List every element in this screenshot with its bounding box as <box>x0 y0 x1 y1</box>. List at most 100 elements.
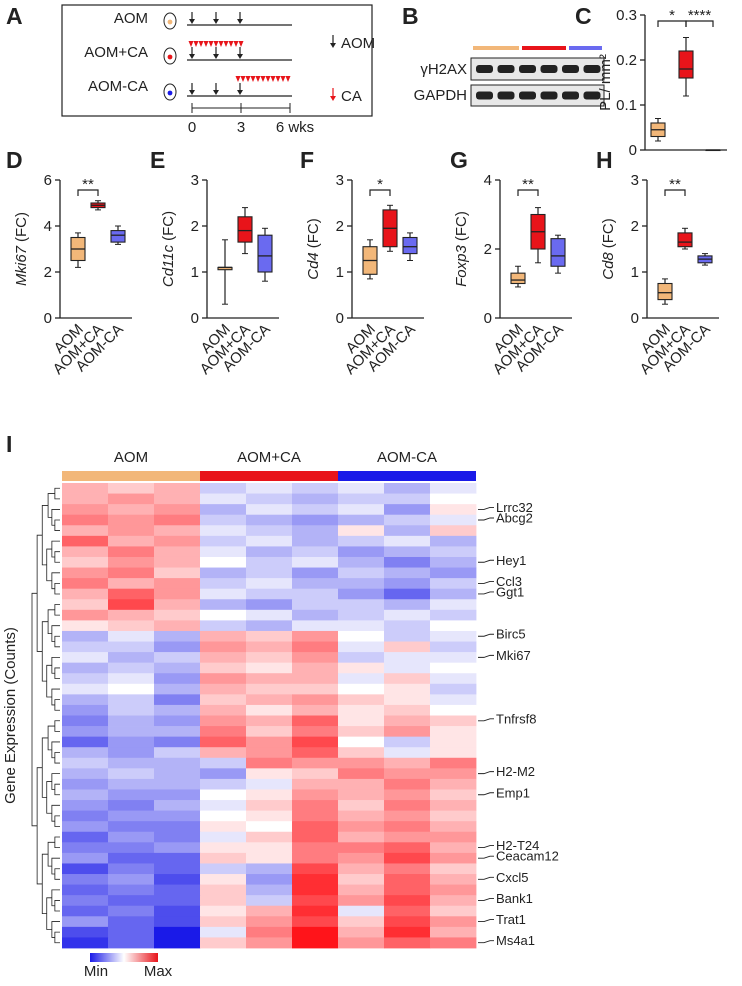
heatmap-cell <box>338 916 385 928</box>
ca-mark <box>280 76 286 82</box>
dendrogram <box>51 625 60 642</box>
heatmap-cell <box>384 937 431 949</box>
heatmap-cell <box>200 842 247 854</box>
dendrogram <box>46 664 52 698</box>
blot-label: GAPDH <box>414 87 467 104</box>
heatmap-cell <box>62 556 109 568</box>
heatmap-cell <box>292 926 339 938</box>
dendrogram <box>54 836 60 849</box>
y-axis-label: Foxp3 (FC) <box>453 211 470 287</box>
heatmap-cell <box>108 525 155 537</box>
heatmap-cell <box>338 768 385 780</box>
heatmap-cell <box>430 514 477 526</box>
box <box>402 236 418 255</box>
charts: C00.10.20.3PL/ mm²* ****D0246Mki67(FC)AOM… <box>2 3 727 980</box>
box <box>657 282 673 301</box>
heatmap-cell <box>62 652 109 664</box>
y-axis-label: Gene Expression (Counts) <box>2 627 19 804</box>
ca-mark <box>240 76 246 82</box>
blot-band <box>540 65 558 73</box>
ca-mark <box>193 41 199 47</box>
heatmap-cell <box>338 556 385 568</box>
heatmap-cell <box>292 704 339 716</box>
heatmap-cell <box>338 895 385 907</box>
heatmap-cell <box>246 514 293 526</box>
ca-mark <box>198 41 204 47</box>
heatmap-cell <box>108 630 155 642</box>
heatmap-cell <box>108 852 155 864</box>
heatmap-cell <box>430 493 477 505</box>
heatmap-cell <box>338 863 385 875</box>
blot-band <box>540 91 558 100</box>
significance-label: ** <box>669 176 681 193</box>
heatmap-cell <box>292 630 339 642</box>
heatmap-cell <box>338 630 385 642</box>
heatmap-cell <box>108 567 155 579</box>
heatmap-cell <box>292 778 339 790</box>
heatmap-cell <box>430 578 477 590</box>
heatmap-cell <box>246 852 293 864</box>
dendrogram <box>51 773 60 790</box>
heatmap-cell <box>108 863 155 875</box>
heatmap-cell <box>62 895 109 907</box>
dendrogram <box>54 582 60 595</box>
aom-arrow-head <box>237 90 243 95</box>
heatmap-cell <box>200 652 247 664</box>
ca-mark <box>238 41 244 47</box>
dendrogram <box>41 621 49 682</box>
dendrogram <box>54 667 60 679</box>
heatmap-cell <box>108 556 155 568</box>
heatmap-cell <box>108 504 155 516</box>
heatmap-cell <box>430 831 477 843</box>
heatmap-cell <box>108 800 155 812</box>
heatmap-cell <box>62 852 109 864</box>
y-tick-label: 0 <box>191 310 199 327</box>
heatmap-cell <box>108 514 155 526</box>
heatmap-cell <box>200 937 247 949</box>
heatmap-cell <box>154 778 201 790</box>
y-tick-label: 2 <box>44 264 52 281</box>
heatmap-cell <box>154 863 201 875</box>
mouse-dot <box>167 54 173 60</box>
heatmap-cell <box>62 726 109 738</box>
heatmap-cell <box>246 810 293 822</box>
y-tick-label: 2 <box>484 241 492 258</box>
label-leader <box>478 919 494 923</box>
gene-label: Bank1 <box>496 891 533 906</box>
heatmap-cell <box>430 800 477 812</box>
heatmap-cell <box>154 493 201 505</box>
heatmap-cell <box>338 504 385 516</box>
heatmap-cell <box>384 567 431 579</box>
heatmap-cell <box>430 683 477 695</box>
heatmap-cell <box>108 726 155 738</box>
heatmap-cell <box>154 514 201 526</box>
y-tick-label: 2 <box>191 218 199 235</box>
heatmap-cell <box>292 662 339 674</box>
heatmap-cell <box>246 884 293 896</box>
y-tick-label: 3 <box>191 172 199 189</box>
heatmap-cell <box>338 715 385 727</box>
heatmap-cell <box>430 609 477 621</box>
timeline-label: 3 <box>237 119 245 136</box>
gene-name: Cd4 <box>305 252 322 280</box>
y-tick-label: 0.1 <box>616 97 637 114</box>
label-leader <box>478 718 494 722</box>
heatmap-cell <box>108 609 155 621</box>
label-leader <box>478 591 494 595</box>
heatmap-cell <box>246 726 293 738</box>
significance-label: ** <box>82 176 94 193</box>
dendrogram <box>51 688 60 706</box>
blot-band <box>497 65 515 73</box>
heatmap-cell <box>108 599 155 611</box>
heatmap-cell <box>246 609 293 621</box>
heatmap-cell <box>430 926 477 938</box>
dendrogram <box>54 931 60 944</box>
heatmap-cell <box>108 747 155 759</box>
heatmap-cell <box>430 588 477 600</box>
heatmap-cell <box>200 810 247 822</box>
heatmap-cell <box>154 694 201 706</box>
heatmap-cell <box>108 789 155 801</box>
heatmap-cell <box>246 652 293 664</box>
label-leader <box>478 580 494 584</box>
